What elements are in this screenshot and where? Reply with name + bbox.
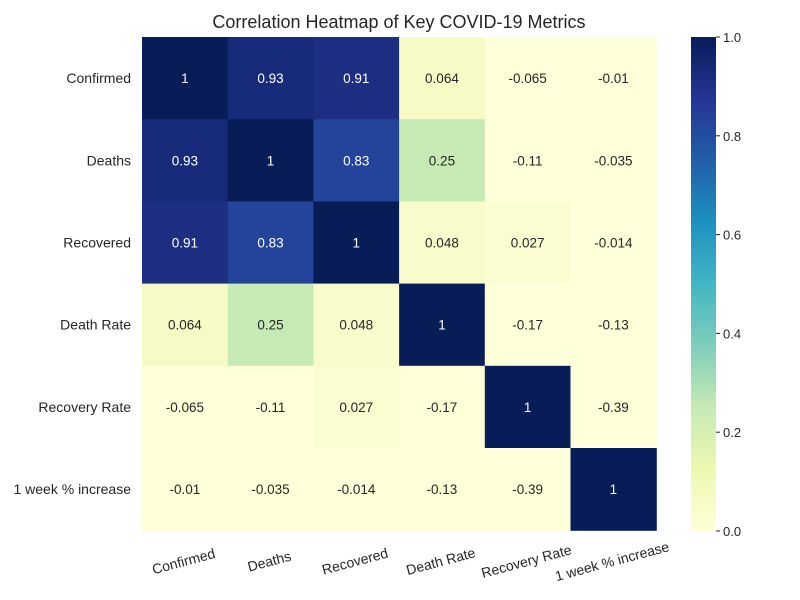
- heatmap-cell-r2-c4: [484, 201, 572, 285]
- cell-value-label-r2-c5: -0.014: [594, 236, 633, 251]
- heatmap-cell-r2-c3: [399, 201, 486, 285]
- heatmap-cell-r2-c0: [142, 201, 229, 285]
- cell-value-label-r3-c2: 0.048: [339, 318, 373, 333]
- heatmap-cell-r3-c4: [484, 283, 572, 367]
- heatmap-cell-r5-c0: [142, 448, 229, 531]
- cell-value-label-r2-c0: 0.91: [172, 236, 198, 251]
- heatmap-cell-r0-c1: [227, 37, 314, 120]
- heatmap-cell-r1-c5: [570, 119, 657, 202]
- heatmap-cell-r0-c0: [142, 37, 229, 120]
- cell-value-label-r5-c1: -0.035: [251, 482, 289, 497]
- heatmap-cell-r2-c2: [313, 201, 400, 285]
- cell-value-label-r1-c3: 0.25: [429, 153, 455, 168]
- cell-value-label-r1-c1: 1: [267, 153, 275, 168]
- cell-value-label-r0-c4: -0.065: [509, 71, 547, 86]
- heatmap-cell-r3-c1: [227, 283, 314, 367]
- row-label-0: Confirmed: [66, 70, 131, 86]
- cell-value-label-r3-c0: 0.064: [168, 318, 202, 333]
- cell-value-label-r0-c1: 0.93: [257, 71, 283, 86]
- cell-value-label-r4-c1: -0.11: [256, 400, 286, 415]
- heatmap-cell-r4-c1: [227, 365, 314, 449]
- heatmap-cell-r5-c3: [399, 448, 486, 531]
- cell-value-label-r2-c1: 0.83: [257, 236, 283, 251]
- cell-value-label-r2-c4: 0.027: [511, 236, 545, 251]
- row-label-2: Recovered: [63, 235, 131, 251]
- heatmap-cell-r4-c3: [399, 365, 486, 449]
- cell-value-label-r5-c3: -0.13: [427, 482, 458, 497]
- cell-value-label-r4-c2: 0.027: [339, 400, 373, 415]
- column-label-5: 1 week % increase: [553, 538, 671, 584]
- column-label-1: Deaths: [246, 548, 293, 575]
- heatmap-cell-r1-c1: [227, 119, 314, 202]
- column-label-3: Death Rate: [404, 544, 477, 578]
- heatmap-cell-r1-c4: [484, 119, 572, 202]
- row-label-5: 1 week % increase: [13, 481, 131, 497]
- cell-value-label-r1-c2: 0.83: [343, 153, 369, 168]
- heatmap-cell-r5-c2: [313, 448, 400, 531]
- cell-value-label-r1-c4: -0.11: [513, 153, 543, 168]
- heatmap-cell-r0-c2: [313, 37, 400, 120]
- heatmap-cell-r3-c3: [399, 283, 486, 367]
- heatmap-cell-r4-c0: [142, 365, 229, 449]
- cell-value-label-r0-c2: 0.91: [343, 71, 369, 86]
- cell-value-label-r4-c4: 1: [524, 400, 532, 415]
- cell-value-label-r4-c0: -0.065: [166, 400, 204, 415]
- cell-value-label-r3-c5: -0.13: [598, 318, 629, 333]
- row-label-3: Death Rate: [60, 317, 131, 333]
- heatmap-cells: 1 0.93 0.91 0.064 -0.065 -0.01 0.93 1 0.83 0.25 -0…: [142, 37, 657, 531]
- heatmap-cell-r5-c4: [484, 448, 572, 531]
- cell-value-label-r3-c1: 0.25: [257, 318, 283, 333]
- colorbar: 0.0 0.2 0.4 0.6 0.8 1.0: [691, 30, 741, 539]
- cell-value-label-r5-c4: -0.39: [512, 482, 543, 497]
- cell-value-label-r5-c2: -0.014: [337, 482, 376, 497]
- heatmap-cell-r4-c4: [484, 365, 572, 449]
- heatmap-cell-r5-c5: [570, 448, 657, 531]
- column-labels: Confirmed Deaths Recovered Death Rate Recove…: [150, 538, 671, 584]
- heatmap-cell-r1-c3: [399, 119, 486, 202]
- heatmap-cell-r5-c1: [227, 448, 314, 531]
- heatmap-cell-r0-c5: [570, 37, 657, 120]
- cell-value-label-r0-c3: 0.064: [425, 71, 459, 86]
- heatmap-cell-r3-c2: [313, 283, 400, 367]
- colorbar-tick-label-5: 1.0: [723, 30, 741, 45]
- colorbar-gradient: [691, 37, 716, 531]
- cell-value-label-r3-c3: 1: [438, 318, 446, 333]
- cell-value-label-r1-c5: -0.035: [594, 153, 632, 168]
- colorbar-tick-label-3: 0.6: [723, 228, 741, 243]
- colorbar-tick-label-1: 0.2: [723, 425, 741, 440]
- colorbar-tick-label-2: 0.4: [723, 326, 741, 341]
- heatmap-cell-r4-c5: [570, 365, 657, 449]
- column-label-2: Recovered: [320, 545, 390, 578]
- row-label-1: Deaths: [87, 152, 131, 168]
- heatmap-cell-r1-c0: [142, 119, 229, 202]
- row-labels: Confirmed Deaths Recovered Death Rate Recove…: [13, 70, 131, 497]
- heatmap-cell-r3-c0: [142, 283, 229, 367]
- cell-value-label-r1-c0: 0.93: [172, 153, 198, 168]
- cell-value-label-r3-c4: -0.17: [512, 318, 543, 333]
- heatmap-cell-r2-c1: [227, 201, 314, 285]
- cell-value-label-r4-c3: -0.17: [427, 400, 458, 415]
- cell-value-label-r5-c5: 1: [610, 482, 618, 497]
- heatmap-cell-r4-c2: [313, 365, 400, 449]
- row-label-4: Recovery Rate: [38, 399, 131, 415]
- cell-value-label-r5-c0: -0.01: [169, 482, 200, 497]
- heatmap-cell-r3-c5: [570, 283, 657, 367]
- heatmap-cell-r0-c3: [399, 37, 486, 120]
- colorbar-tick-label-4: 0.8: [723, 129, 741, 144]
- heatmap-cell-r2-c5: [570, 201, 657, 285]
- heatmap-cell-r1-c2: [313, 119, 400, 202]
- cell-value-label-r4-c5: -0.39: [598, 400, 629, 415]
- column-label-0: Confirmed: [150, 545, 217, 577]
- cell-value-label-r2-c2: 1: [352, 236, 360, 251]
- cell-value-label-r2-c3: 0.048: [425, 236, 459, 251]
- heatmap-cell-r0-c4: [484, 37, 572, 120]
- colorbar-tick-label-0: 0.0: [723, 524, 741, 539]
- cell-value-label-r0-c0: 1: [181, 71, 189, 86]
- cell-value-label-r0-c5: -0.01: [598, 71, 629, 86]
- chart-title: Correlation Heatmap of Key COVID-19 Metr…: [212, 12, 585, 32]
